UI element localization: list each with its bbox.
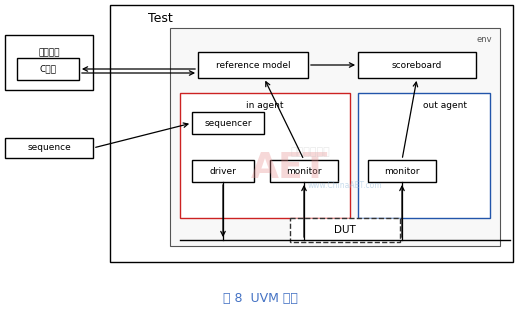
Text: 电子技术应用: 电子技术应用 — [290, 147, 330, 157]
Bar — [192, 112, 264, 134]
Text: sequencer: sequencer — [204, 119, 252, 128]
Bar — [368, 160, 436, 182]
Bar — [110, 5, 513, 262]
Bar — [5, 35, 93, 90]
Text: reference model: reference model — [216, 61, 290, 70]
Text: AET: AET — [251, 151, 329, 185]
Text: 外部程序: 外部程序 — [38, 48, 60, 57]
Text: scoreboard: scoreboard — [392, 61, 442, 70]
Text: monitor: monitor — [286, 167, 322, 175]
Text: C接口: C接口 — [40, 65, 57, 74]
Bar — [180, 93, 350, 218]
Text: out agent: out agent — [423, 100, 467, 110]
Bar — [270, 160, 338, 182]
Bar — [358, 93, 490, 218]
Text: Test: Test — [148, 12, 173, 25]
Text: env: env — [476, 36, 492, 45]
Text: DUT: DUT — [334, 225, 356, 235]
Bar — [5, 138, 93, 158]
Text: sequence: sequence — [27, 144, 71, 153]
Bar — [170, 28, 500, 246]
Bar — [290, 218, 400, 242]
Text: driver: driver — [210, 167, 237, 175]
Bar — [358, 52, 476, 78]
Text: in agent: in agent — [246, 100, 284, 110]
Bar — [198, 52, 308, 78]
Bar — [17, 58, 79, 80]
Bar — [192, 160, 254, 182]
Text: 图 8  UVM 平台: 图 8 UVM 平台 — [223, 291, 297, 305]
Text: monitor: monitor — [384, 167, 420, 175]
Text: www.ChinaAET.com: www.ChinaAET.com — [308, 181, 382, 189]
